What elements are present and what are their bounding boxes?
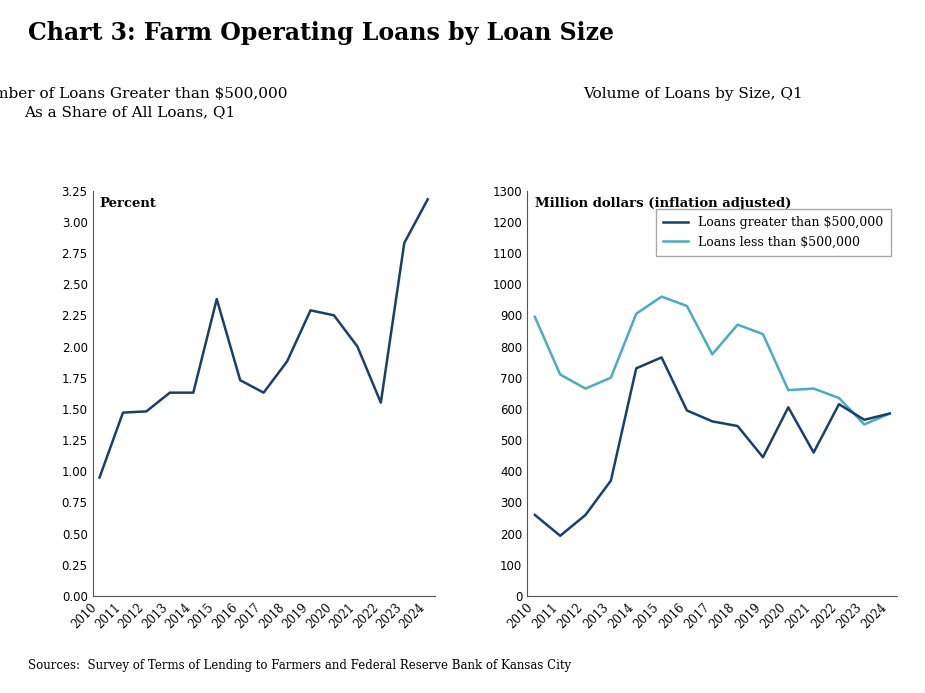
Loans less than $500,000 — [605, 374, 616, 382]
Loans greater than $500,000 — [808, 448, 820, 457]
Loans less than $500,000 — [682, 302, 693, 310]
Loans less than $500,000 — [631, 310, 642, 318]
Text: Number of Loans Greater than $500,000
As a Share of All Loans, Q1: Number of Loans Greater than $500,000 As… — [0, 87, 288, 119]
Loans less than $500,000 — [656, 292, 667, 301]
Loans less than $500,000 — [833, 394, 845, 402]
Line: Loans greater than $500,000: Loans greater than $500,000 — [535, 358, 890, 536]
Legend: Loans greater than $500,000, Loans less than $500,000: Loans greater than $500,000, Loans less … — [656, 209, 891, 256]
Loans greater than $500,000 — [783, 403, 794, 412]
Loans less than $500,000 — [732, 321, 743, 329]
Loans less than $500,000 — [858, 420, 870, 428]
Loans less than $500,000 — [707, 350, 718, 358]
Loans less than $500,000 — [529, 313, 540, 321]
Loans less than $500,000 — [884, 410, 895, 418]
Text: Volume of Loans by Size, Q1: Volume of Loans by Size, Q1 — [583, 87, 803, 100]
Text: Percent: Percent — [99, 197, 156, 210]
Loans less than $500,000 — [555, 370, 566, 378]
Loans greater than $500,000 — [555, 532, 566, 540]
Loans greater than $500,000 — [580, 511, 591, 519]
Loans less than $500,000 — [808, 385, 820, 393]
Text: Million dollars (inflation adjusted): Million dollars (inflation adjusted) — [535, 197, 791, 210]
Loans greater than $500,000 — [682, 406, 693, 414]
Loans less than $500,000 — [580, 385, 591, 393]
Loans greater than $500,000 — [529, 511, 540, 519]
Loans greater than $500,000 — [732, 422, 743, 430]
Loans less than $500,000 — [758, 330, 769, 338]
Loans greater than $500,000 — [631, 365, 642, 373]
Loans less than $500,000 — [783, 386, 794, 394]
Text: Sources:  Survey of Terms of Lending to Farmers and Federal Reserve Bank of Kans: Sources: Survey of Terms of Lending to F… — [28, 659, 571, 672]
Loans greater than $500,000 — [858, 416, 870, 424]
Loans greater than $500,000 — [833, 400, 845, 408]
Line: Loans less than $500,000: Loans less than $500,000 — [535, 297, 890, 424]
Loans greater than $500,000 — [758, 453, 769, 462]
Loans greater than $500,000 — [605, 477, 616, 485]
Text: Chart 3: Farm Operating Loans by Loan Size: Chart 3: Farm Operating Loans by Loan Si… — [28, 21, 614, 45]
Loans greater than $500,000 — [656, 353, 667, 362]
Loans greater than $500,000 — [884, 410, 895, 418]
Loans greater than $500,000 — [707, 417, 718, 426]
